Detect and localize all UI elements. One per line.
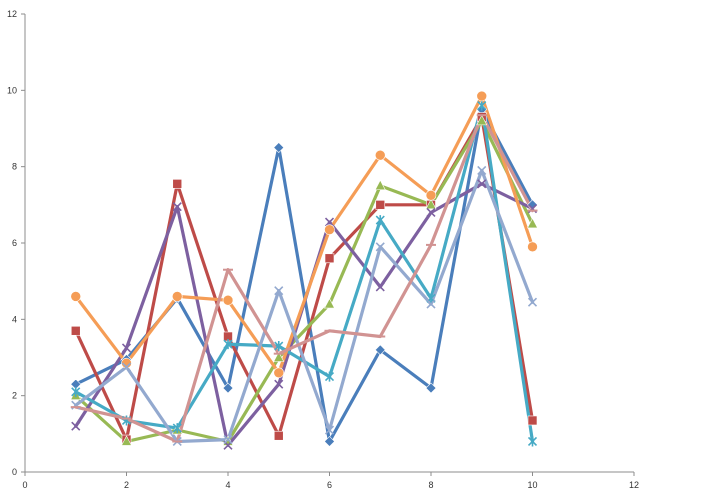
series-6-point (273, 367, 285, 379)
y-tick-label: 2 (12, 391, 17, 401)
series-3-line (74, 119, 535, 444)
series-3-point (273, 351, 285, 362)
series-5-point (375, 215, 385, 226)
series-3-point (527, 217, 538, 229)
tick-labels: 0 2 4 6 8 10 12 0 2 4 6 8 10 12 (7, 9, 639, 490)
series-2-point (172, 179, 183, 189)
series-7-point (274, 286, 284, 296)
series-3-point (374, 179, 386, 191)
series-3-point (121, 435, 132, 446)
series-2-point (324, 253, 335, 264)
series-4-point (121, 343, 132, 353)
y-tick-label: 12 (7, 9, 17, 19)
axes (21, 13, 635, 476)
series-4-point (172, 202, 182, 212)
series-7-point (375, 242, 385, 252)
series-7-point (223, 434, 233, 445)
series-3-point (425, 198, 437, 210)
series-5-point (274, 341, 284, 352)
series-1-point (222, 382, 234, 394)
series-7-line (74, 168, 535, 444)
series-6-point (70, 291, 82, 302)
y-tick-label: 6 (12, 238, 17, 248)
series-5-point (324, 371, 335, 382)
series-8-line (74, 113, 535, 444)
series-6-line (74, 94, 535, 375)
x-tick-label: 8 (428, 480, 433, 490)
series-4-point (274, 379, 284, 389)
x-tick-label: 6 (327, 480, 332, 490)
y-tick-label: 10 (7, 85, 17, 95)
series-7-point (477, 165, 487, 176)
series-3-point (476, 114, 488, 126)
x-tick-label: 12 (629, 480, 639, 490)
series-2-point (273, 430, 284, 441)
series-7-point (426, 299, 436, 309)
series-6-point (374, 149, 386, 161)
series-2-point (70, 325, 81, 336)
series-4-point (71, 421, 81, 431)
series-4-point (477, 179, 487, 189)
series-1-point (425, 382, 437, 394)
series-4-point (426, 207, 436, 218)
y-tick-label: 0 (12, 467, 17, 477)
series-6-point (324, 224, 335, 235)
x-tick-label: 10 (527, 480, 537, 490)
series-5-point (477, 100, 487, 111)
series-5-point (527, 436, 538, 447)
y-tick-label: 8 (12, 162, 17, 172)
series-lines (74, 94, 535, 447)
x-tick-label: 0 (22, 480, 27, 490)
x-tick-label: 4 (225, 480, 230, 490)
series-3-point (324, 297, 335, 309)
y-tick-label: 4 (12, 314, 17, 324)
series-6-point (425, 189, 437, 201)
series-2-point (375, 200, 386, 210)
series-2-point (527, 415, 538, 426)
series-6-point (476, 90, 488, 102)
series-7-point (121, 362, 132, 372)
series-7-point (324, 425, 335, 435)
series-5-point (172, 423, 182, 434)
series-6-point (171, 291, 183, 302)
series-4-point (375, 282, 385, 292)
series-7-point (527, 297, 538, 307)
series-6-point (527, 241, 538, 253)
series-5-point (223, 339, 233, 350)
series-4-line (74, 182, 535, 447)
series-1-point (273, 142, 285, 154)
series-5-point (71, 386, 81, 397)
series-markers (70, 90, 538, 450)
series-1-point (374, 344, 386, 356)
series-6-point (121, 357, 132, 369)
x-tick-label: 2 (124, 480, 129, 490)
series-4-point (324, 217, 335, 227)
series-6-point (222, 294, 234, 306)
series-1-point (324, 436, 335, 447)
